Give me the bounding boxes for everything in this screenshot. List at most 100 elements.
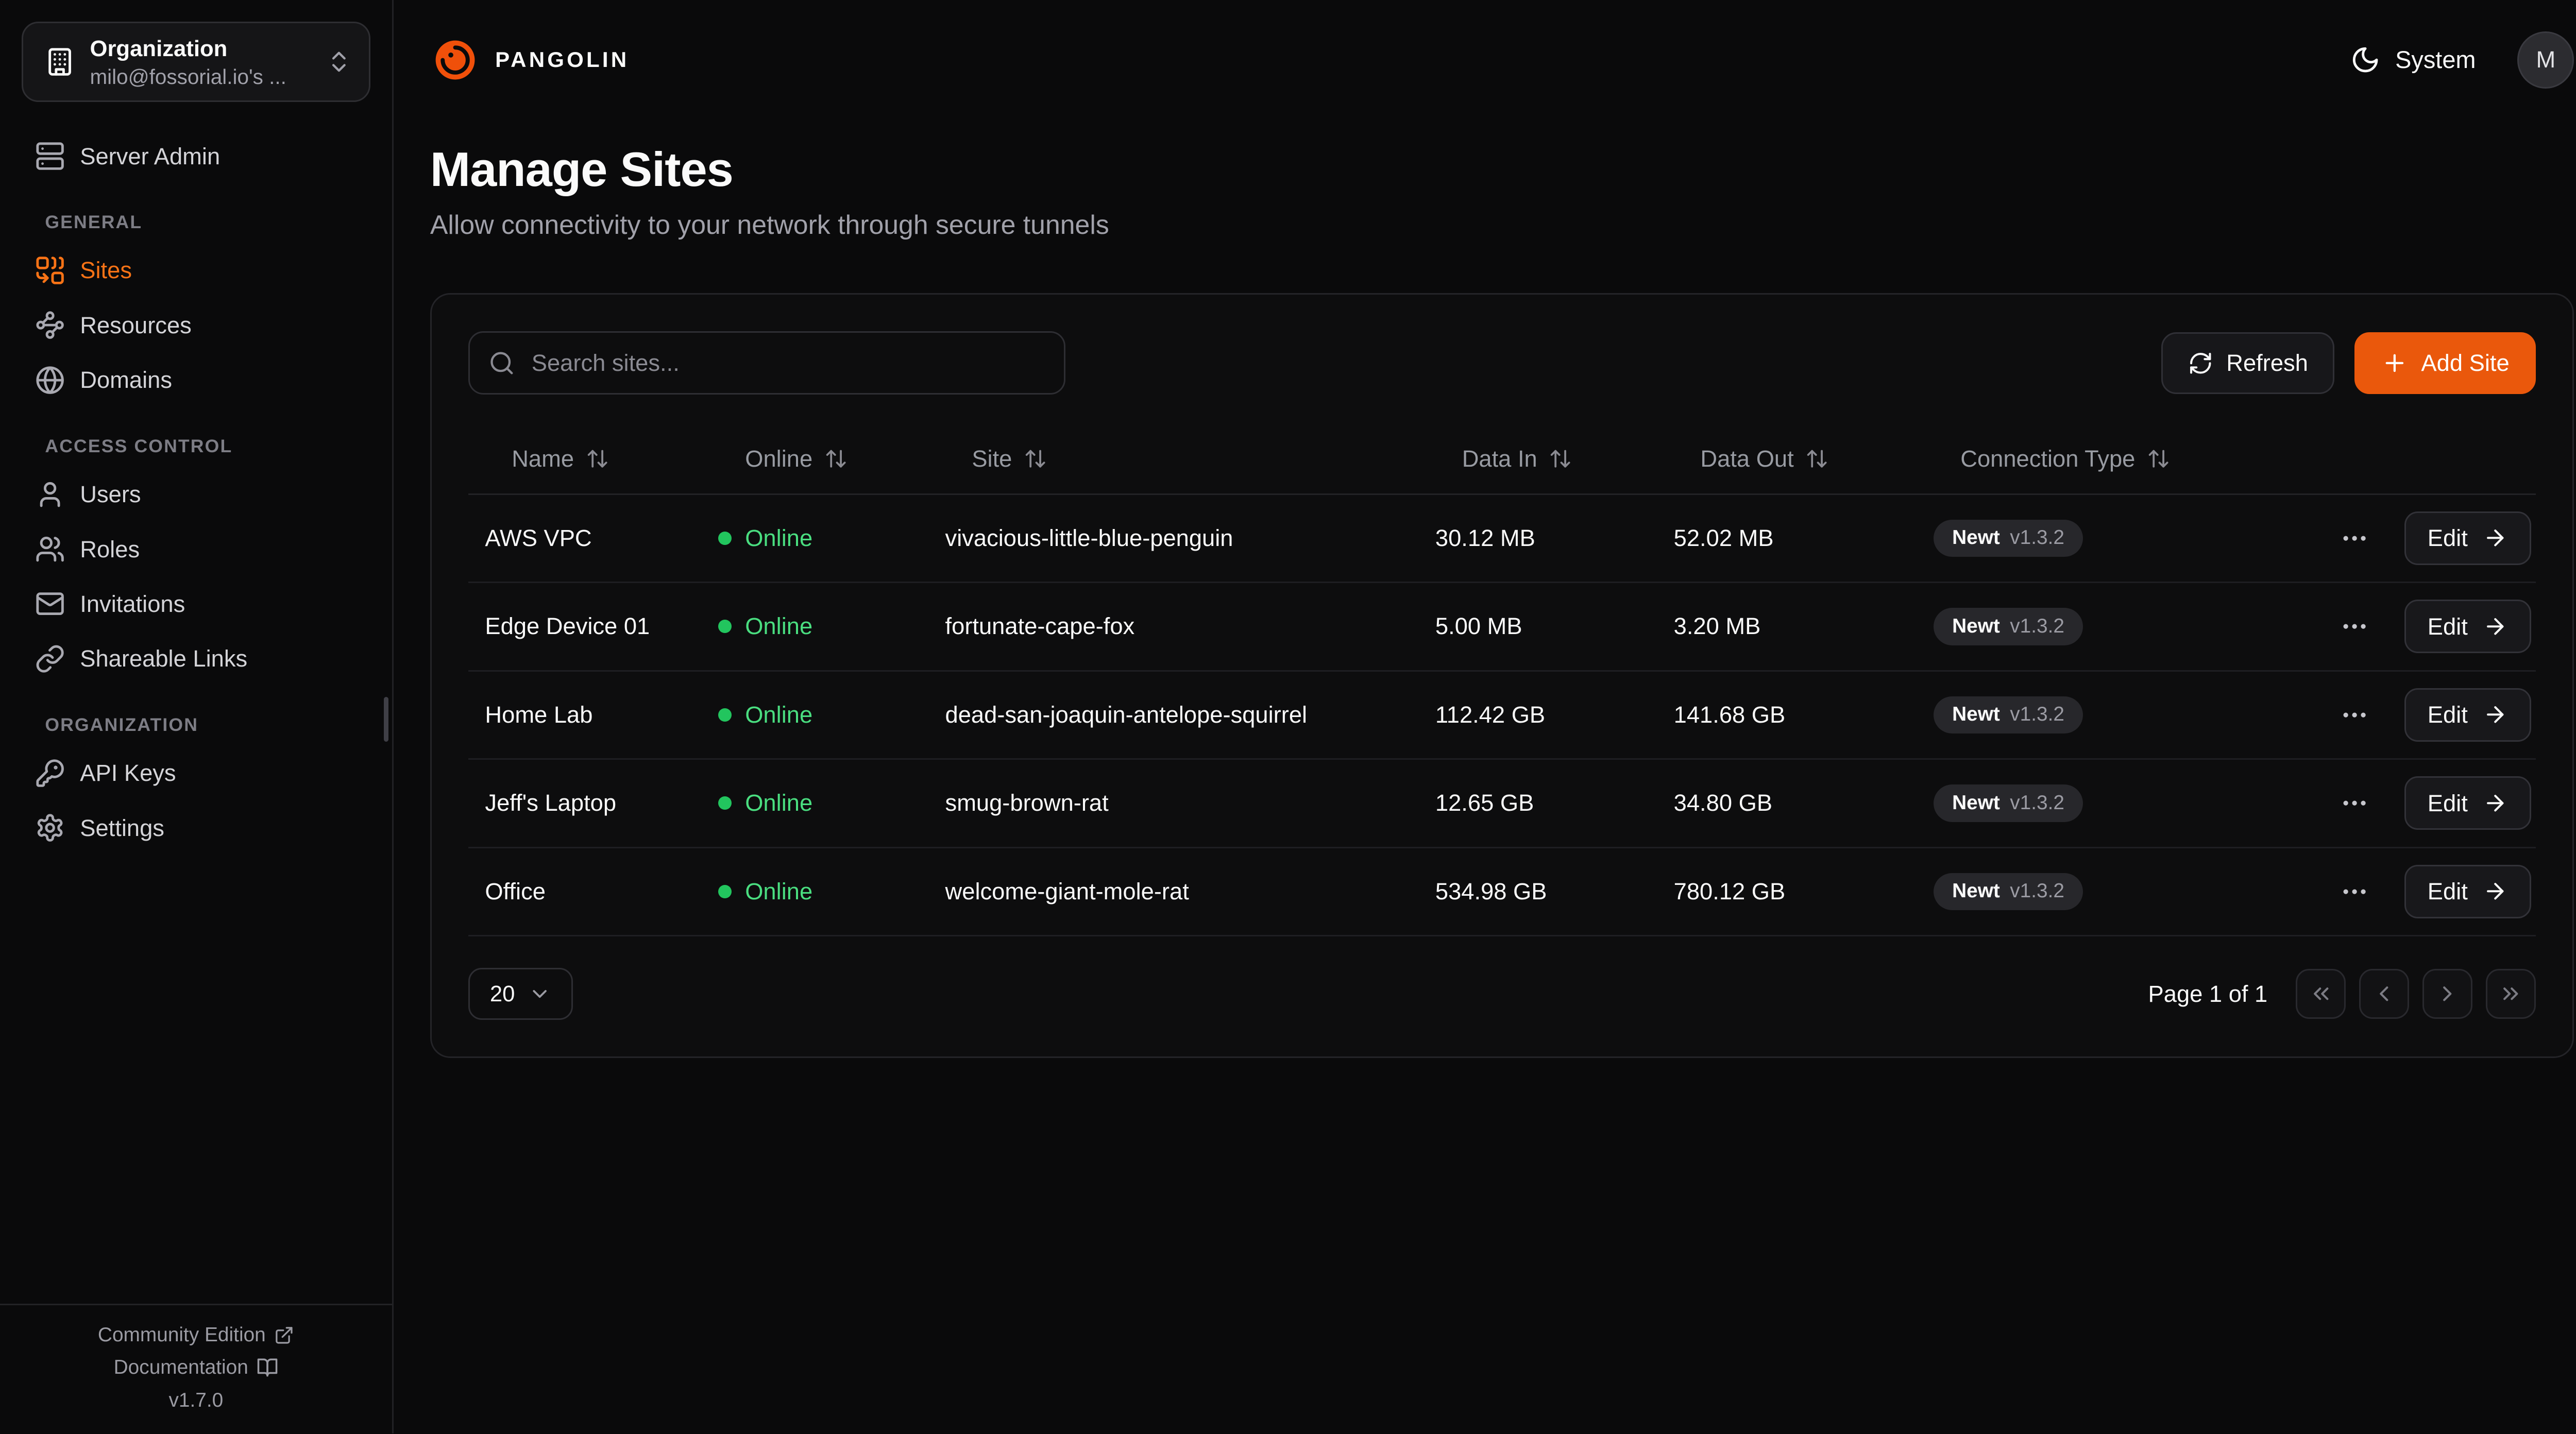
data-in: 12.65 GB: [1435, 790, 1534, 816]
table-footer: 20 Page 1 of 1: [468, 968, 2536, 1020]
theme-toggle-button[interactable]: System: [2340, 43, 2486, 77]
edit-label: Edit: [2427, 702, 2468, 728]
row-menu-button[interactable]: [2333, 870, 2376, 913]
sort-icon: [1805, 447, 1828, 470]
column-label: Data Out: [1700, 446, 1794, 472]
connection-name: Newt: [1952, 791, 2000, 814]
column-header-online[interactable]: Online: [702, 446, 928, 472]
sidebar-item-settings[interactable]: Settings: [22, 800, 370, 855]
sidebar-footer: Community Edition Documentation v1.7.0: [0, 1304, 392, 1433]
row-menu-button[interactable]: [2333, 605, 2376, 648]
sidebar-item-sites[interactable]: Sites: [22, 243, 370, 298]
pagination-last-button[interactable]: [2486, 969, 2536, 1019]
sidebar-item-resources[interactable]: Resources: [22, 298, 370, 352]
online-status: Online: [702, 702, 928, 728]
pagination: Page 1 of 1: [2148, 969, 2536, 1019]
page-size-select[interactable]: 20: [468, 968, 573, 1020]
search-input[interactable]: [468, 331, 1065, 395]
org-switcher[interactable]: Organization milo@fossorial.io's ...: [22, 22, 370, 103]
row-actions: Edit: [2284, 600, 2536, 654]
table-row: Edge Device 01 Online fortunate-cape-fox…: [468, 583, 2536, 672]
site-slug: vivacious-little-blue-penguin: [945, 524, 1233, 551]
site-slug: welcome-giant-mole-rat: [945, 878, 1189, 904]
arrow-right-icon: [2483, 879, 2508, 904]
site-name: Home Lab: [485, 701, 593, 728]
user-icon: [35, 480, 65, 509]
users-icon: [35, 534, 65, 564]
add-site-button[interactable]: Add Site: [2354, 332, 2536, 394]
row-actions: Edit: [2284, 511, 2536, 565]
column-header-data-out[interactable]: Data Out: [1657, 446, 1917, 472]
sidebar-menu: Server Admin GENERAL Sites Resources: [22, 129, 370, 855]
sidebar-item-users[interactable]: Users: [22, 467, 370, 521]
page-size-value: 20: [489, 981, 515, 1006]
column-label: Name: [512, 446, 574, 472]
sidebar-item-label: Sites: [80, 257, 132, 284]
sidebar-scrollbar-thumb[interactable]: [383, 696, 389, 742]
refresh-icon: [2188, 351, 2213, 376]
column-header-connection-type[interactable]: Connection Type: [1917, 446, 2284, 472]
chevrons-right-icon: [2498, 981, 2523, 1006]
data-out: 52.02 MB: [1673, 524, 1774, 551]
edit-label: Edit: [2427, 613, 2468, 640]
theme-toggle-label: System: [2395, 46, 2476, 74]
topbar: PANGOLIN System M: [394, 0, 2576, 120]
sidebar-item-roles[interactable]: Roles: [22, 522, 370, 576]
column-label: Data In: [1462, 446, 1537, 472]
brand-home-link[interactable]: PANGOLIN: [430, 35, 629, 85]
edit-button[interactable]: Edit: [2404, 688, 2531, 742]
ellipsis-icon: [2340, 877, 2369, 907]
globe-icon: [35, 365, 65, 395]
sidebar-item-label: Invitations: [80, 590, 185, 617]
edit-label: Edit: [2427, 790, 2468, 816]
sidebar-item-shareable-links[interactable]: Shareable Links: [22, 631, 370, 686]
pagination-next-button[interactable]: [2422, 969, 2473, 1019]
column-header-name[interactable]: Name: [468, 446, 702, 472]
connection-version: v1.3.2: [2010, 791, 2065, 814]
site-name: Jeff's Laptop: [485, 790, 617, 816]
sidebar-item-label: Resources: [80, 312, 192, 338]
sidebar-item-api-keys[interactable]: API Keys: [22, 746, 370, 800]
column-header-data-in[interactable]: Data In: [1419, 446, 1657, 472]
sites-table: Name Online Site Data In: [468, 425, 2536, 937]
connection-name: Newt: [1952, 614, 2000, 637]
link-icon: [35, 644, 65, 674]
connection-version: v1.3.2: [2010, 614, 2065, 637]
documentation-link[interactable]: Documentation: [114, 1356, 278, 1379]
arrow-right-icon: [2483, 702, 2508, 727]
row-menu-button[interactable]: [2333, 781, 2376, 825]
community-edition-link[interactable]: Community Edition: [98, 1324, 294, 1346]
refresh-button[interactable]: Refresh: [2161, 332, 2335, 394]
org-switcher-text: Organization milo@fossorial.io's ...: [90, 35, 310, 89]
pagination-prev-button[interactable]: [2359, 969, 2410, 1019]
pagination-first-button[interactable]: [2296, 969, 2346, 1019]
row-menu-button[interactable]: [2333, 517, 2376, 560]
sidebar-item-invitations[interactable]: Invitations: [22, 576, 370, 631]
sites-icon: [35, 255, 65, 285]
sidebar-item-server-admin[interactable]: Server Admin: [22, 129, 370, 183]
online-status: Online: [702, 790, 928, 816]
row-menu-button[interactable]: [2333, 693, 2376, 737]
edit-button[interactable]: Edit: [2404, 600, 2531, 654]
sites-toolbar: Refresh Add Site: [468, 331, 2536, 395]
edit-button[interactable]: Edit: [2404, 864, 2531, 918]
site-name: Edge Device 01: [485, 613, 650, 640]
avatar[interactable]: M: [2517, 31, 2574, 89]
connection-type-badge: Newt v1.3.2: [1934, 696, 2083, 733]
sidebar-nav: Organization milo@fossorial.io's ... Ser…: [0, 22, 392, 1304]
connection-type-cell: Newt v1.3.2: [1917, 608, 2284, 645]
page-subtitle: Allow connectivity to your network throu…: [430, 209, 1109, 240]
section-title-access-control: ACCESS CONTROL: [45, 436, 233, 457]
chevron-left-icon: [2371, 981, 2397, 1006]
sidebar-item-label: Settings: [80, 814, 164, 841]
search-box: [468, 331, 1065, 395]
edit-button[interactable]: Edit: [2404, 511, 2531, 565]
sidebar-item-domains[interactable]: Domains: [22, 353, 370, 407]
online-status: Online: [702, 613, 928, 640]
column-header-site[interactable]: Site: [928, 446, 1418, 472]
moon-icon: [2350, 45, 2380, 75]
edit-button[interactable]: Edit: [2404, 776, 2531, 830]
connection-type-cell: Newt v1.3.2: [1917, 873, 2284, 910]
online-status: Online: [702, 525, 928, 552]
table-header-row: Name Online Site Data In: [468, 425, 2536, 495]
